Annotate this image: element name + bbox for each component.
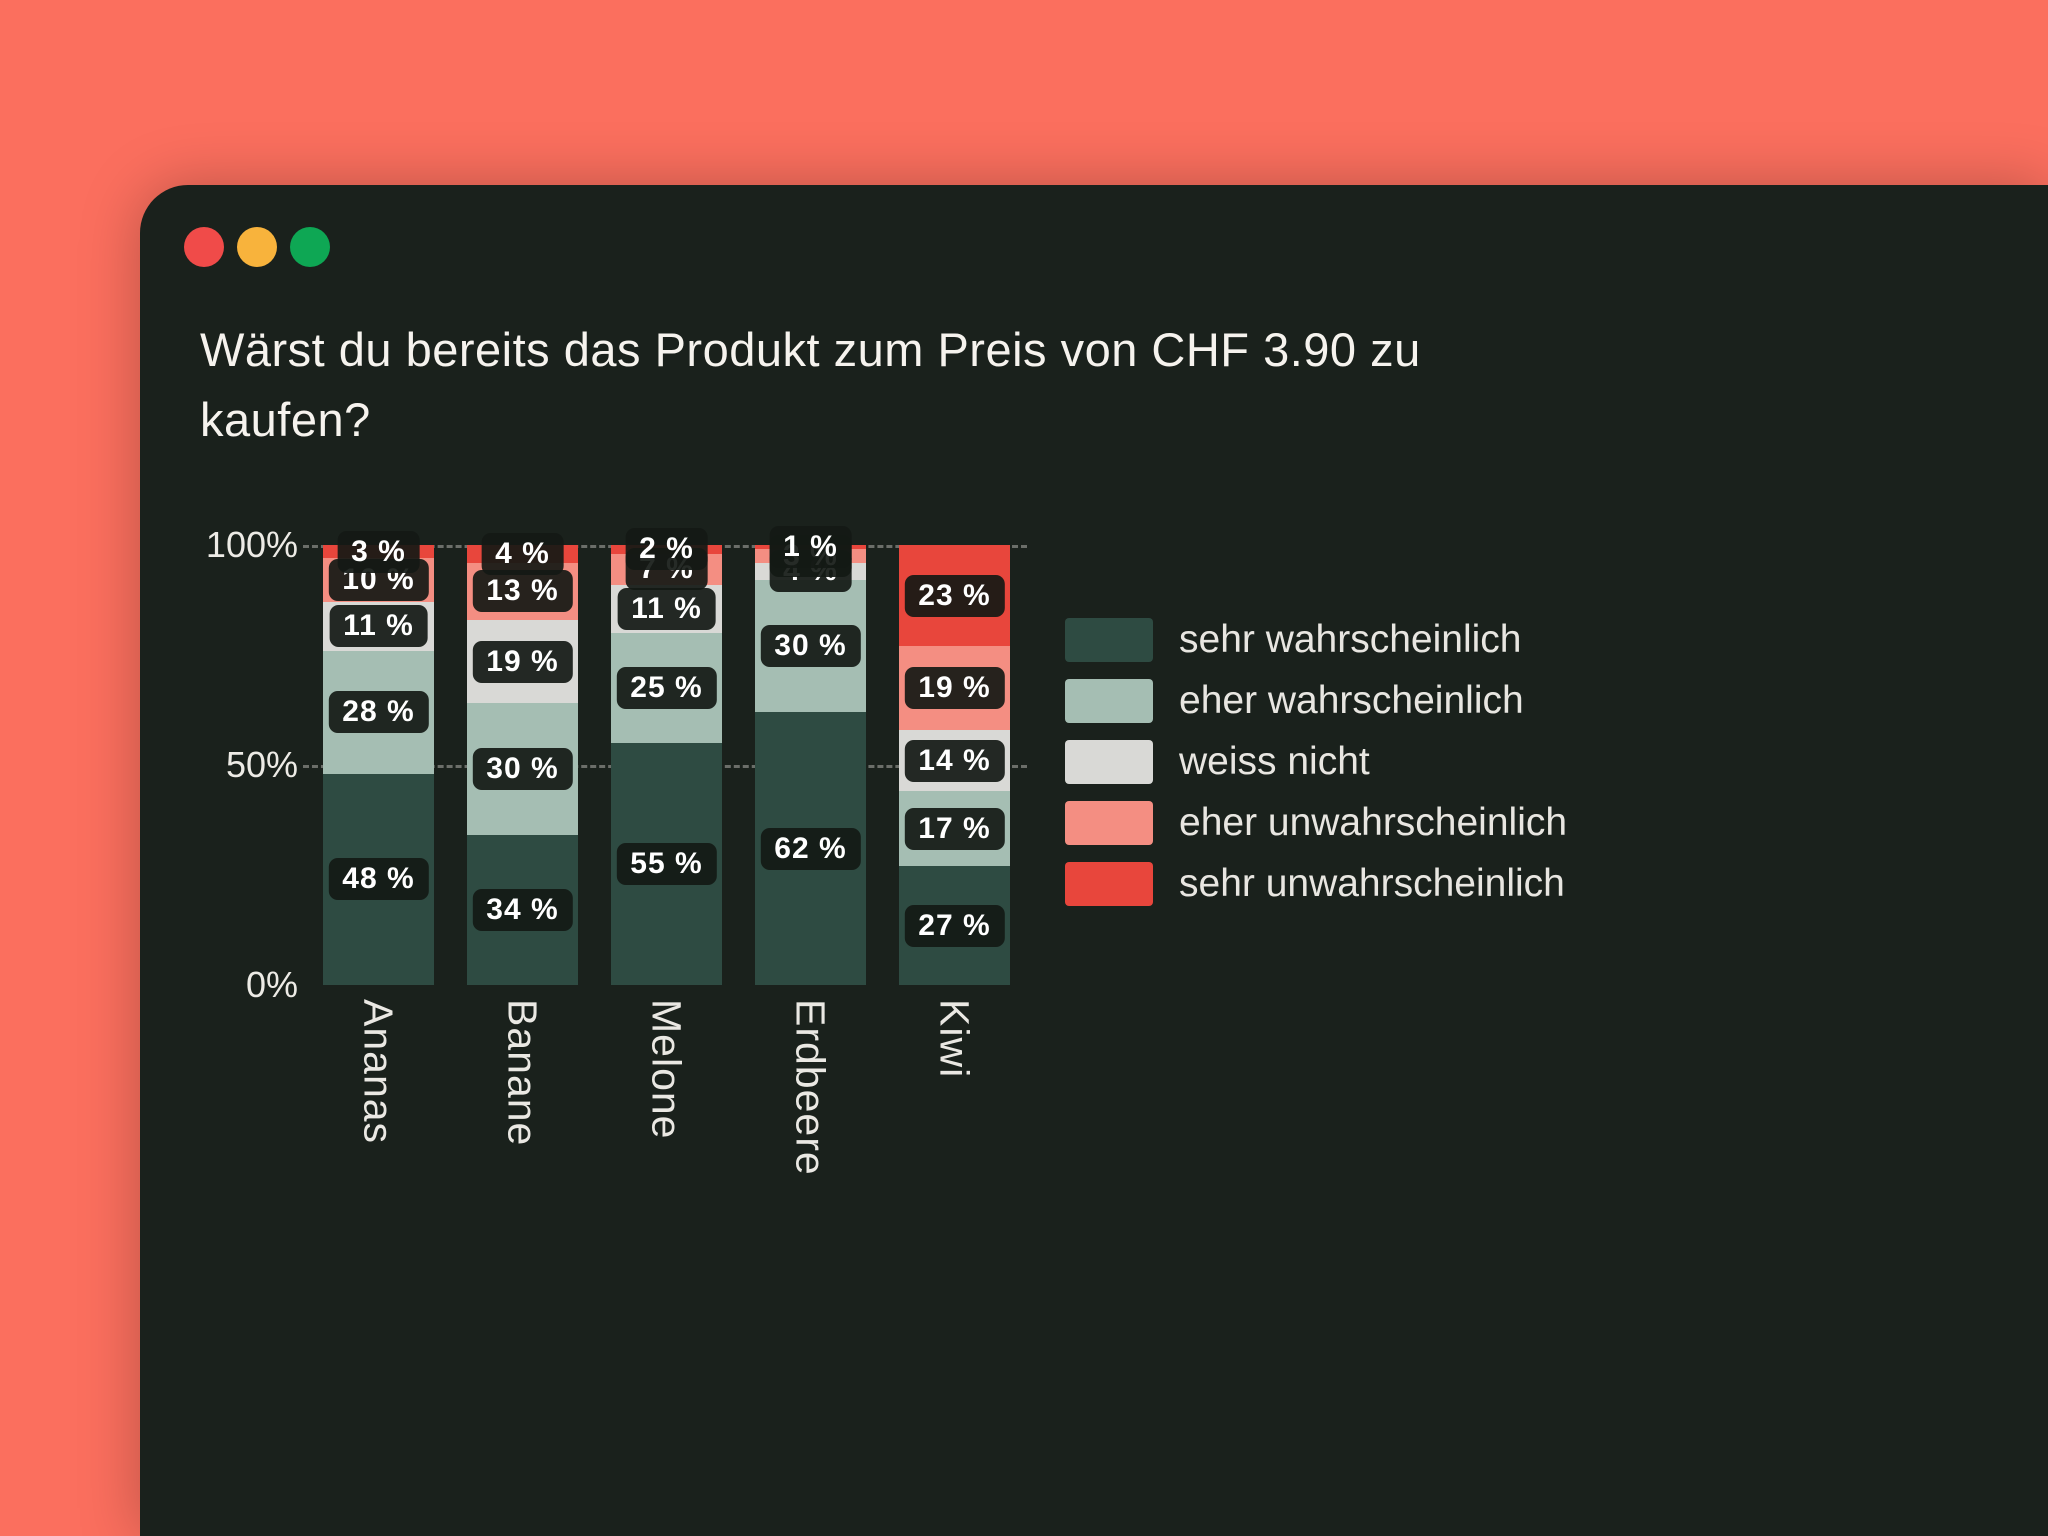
- value-label: 11 %: [329, 605, 428, 648]
- value-label: 14 %: [904, 739, 1005, 782]
- value-label: 62 %: [760, 827, 861, 870]
- window-controls: [184, 227, 330, 267]
- y-axis-tick: 0%: [245, 964, 298, 1005]
- value-label: 4 %: [481, 532, 564, 575]
- value-label: 23 %: [904, 574, 1005, 617]
- chart: 48 % 28 % 11 % 10 % 3 % 34 % 30 % 19 % 13 % 4 % 55…: [140, 185, 2048, 1536]
- legend-item: weiss nicht: [1065, 731, 1567, 792]
- legend: sehr wahrscheinlich eher wahrscheinlich we…: [1065, 609, 1567, 914]
- value-label: 28 %: [328, 691, 429, 734]
- minimize-window-icon[interactable]: [237, 227, 277, 267]
- value-label: 34 %: [472, 889, 573, 932]
- legend-label: weiss nicht: [1179, 739, 1370, 783]
- value-label: 19 %: [472, 640, 573, 683]
- y-axis-tick: 100%: [205, 524, 298, 565]
- value-label: 30 %: [472, 748, 573, 791]
- maximize-window-icon[interactable]: [290, 227, 330, 267]
- y-axis-tick: 50%: [225, 744, 298, 785]
- legend-swatch: [1065, 617, 1153, 662]
- legend-item: eher wahrscheinlich: [1065, 670, 1567, 731]
- value-label: 48 %: [328, 858, 429, 901]
- legend-label: eher unwahrscheinlich: [1179, 800, 1568, 844]
- legend-label: sehr wahrscheinlich: [1179, 617, 1522, 661]
- value-label: 19 %: [904, 667, 1005, 709]
- x-axis-label: Kiwi: [931, 999, 978, 1079]
- x-axis-label: Melone: [643, 999, 690, 1140]
- legend-item: sehr wahrscheinlich: [1065, 609, 1567, 670]
- x-axis-label: Erdbeere: [787, 999, 834, 1176]
- legend-item: sehr unwahrscheinlich: [1065, 853, 1567, 914]
- value-label: 27 %: [904, 904, 1005, 947]
- app-window: Wärst du bereits das Produkt zum Preis v…: [140, 185, 2048, 1536]
- value-label: 2 %: [625, 528, 708, 571]
- value-label: 11 %: [617, 587, 716, 630]
- legend-swatch: [1065, 861, 1153, 906]
- legend-item: eher unwahrscheinlich: [1065, 792, 1567, 853]
- legend-label: sehr unwahrscheinlich: [1179, 861, 1565, 905]
- value-label: 13 %: [472, 570, 573, 613]
- value-label: 1 %: [769, 526, 852, 569]
- x-axis-label: Ananas: [355, 999, 402, 1145]
- chart-title: Wärst du bereits das Produkt zum Preis v…: [200, 323, 1421, 446]
- close-window-icon[interactable]: [184, 227, 224, 267]
- value-label: 55 %: [616, 843, 717, 885]
- x-axis-label: Banane: [499, 999, 546, 1147]
- value-label: 17 %: [904, 807, 1005, 850]
- value-label: 3 %: [337, 530, 420, 573]
- legend-swatch: [1065, 678, 1153, 723]
- legend-swatch: [1065, 739, 1153, 784]
- value-label: 30 %: [760, 625, 861, 668]
- legend-swatch: [1065, 800, 1153, 845]
- legend-label: eher wahrscheinlich: [1179, 678, 1524, 722]
- value-label: 25 %: [616, 667, 717, 709]
